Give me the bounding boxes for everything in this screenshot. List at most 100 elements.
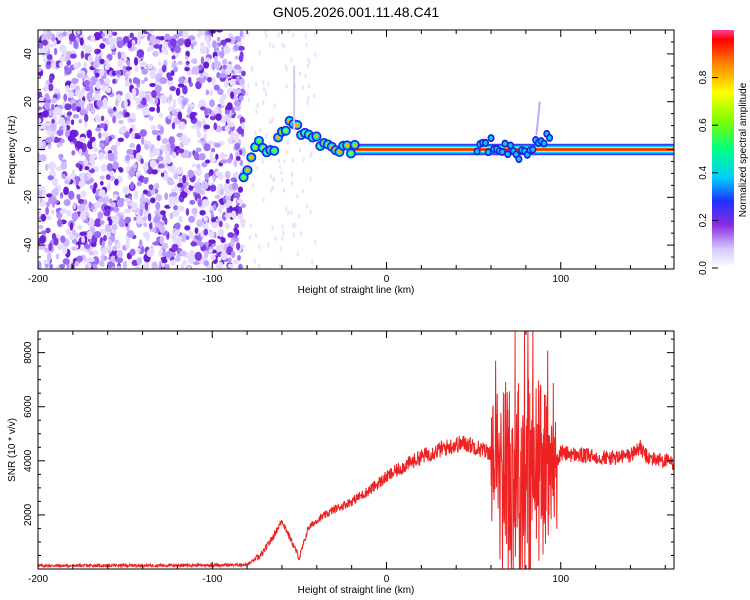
noise-blob — [64, 103, 72, 111]
noise-blob — [38, 112, 46, 118]
noise-blob — [100, 254, 105, 263]
noise-blob — [49, 195, 57, 204]
snr-ticks: -200 -100 0 100 2000 4000 6000 8000 — [23, 331, 674, 585]
noise-blob — [46, 60, 52, 66]
noise-blob — [292, 232, 295, 238]
noise-blob — [160, 94, 167, 102]
noise-blob — [218, 97, 224, 104]
noise-blob — [169, 86, 176, 92]
noise-blob — [216, 244, 220, 253]
noise-blob — [168, 198, 173, 208]
noise-blob — [207, 76, 213, 83]
noise-blob — [210, 254, 216, 261]
noise-blob — [124, 132, 130, 139]
noise-blob — [112, 78, 116, 84]
noise-blob — [111, 51, 116, 56]
noise-blob — [136, 49, 145, 58]
noise-blob — [285, 83, 288, 89]
x-tick-label: -100 — [202, 274, 222, 285]
noise-blob — [184, 67, 190, 72]
noise-blob — [262, 100, 265, 106]
noise-blob — [136, 31, 145, 37]
noise-blob — [158, 223, 163, 231]
noise-blob — [71, 212, 79, 221]
noise-blob — [190, 241, 198, 247]
noise-blob — [153, 39, 161, 45]
noise-blob — [96, 99, 104, 108]
noise-blob — [188, 215, 196, 223]
noise-blob — [203, 260, 210, 267]
noise-blob — [53, 88, 61, 94]
noise-blob — [216, 30, 223, 33]
noise-blob — [158, 60, 162, 67]
signal-blob — [352, 142, 357, 147]
noise-blob — [231, 107, 235, 114]
noise-blob — [77, 198, 84, 204]
noise-blob — [142, 176, 149, 184]
noise-blob — [45, 206, 50, 216]
noise-blob — [253, 258, 256, 264]
noise-blob — [122, 260, 128, 269]
noise-blob — [155, 193, 163, 202]
noise-blob — [161, 258, 168, 264]
noise-blob — [116, 36, 123, 41]
noise-blob — [39, 154, 47, 162]
noise-blob — [75, 232, 79, 239]
noise-blob — [91, 141, 97, 149]
y-tick-label: 2000 — [23, 503, 34, 526]
noise-blob — [79, 231, 87, 236]
noise-blob — [106, 182, 111, 191]
y-tick-label: -40 — [23, 237, 34, 252]
noise-blob — [74, 260, 80, 267]
noise-blob — [307, 63, 310, 69]
noise-blob — [220, 153, 228, 158]
noise-blob — [87, 230, 93, 240]
noise-blob — [130, 130, 135, 140]
noise-blob — [174, 45, 181, 54]
colorbar-tick-label: 0.2 — [698, 213, 709, 227]
noise-blob — [173, 34, 180, 40]
noise-blob — [299, 231, 303, 237]
noise-blob — [227, 232, 235, 238]
noise-blob — [56, 244, 64, 251]
noise-blob — [136, 181, 143, 187]
noise-blob — [59, 61, 63, 69]
noise-blob — [86, 104, 91, 111]
noise-blob — [94, 218, 102, 228]
noise-blob — [115, 140, 121, 146]
noise-blob — [110, 201, 116, 209]
noise-blob — [120, 197, 125, 203]
noise-blob — [210, 147, 216, 153]
noise-blob — [262, 86, 266, 92]
noise-blob — [75, 162, 81, 168]
signal-blob — [530, 147, 535, 152]
noise-blob — [100, 246, 108, 255]
noise-blob — [173, 205, 179, 211]
noise-blob — [169, 93, 173, 102]
noise-blob — [208, 239, 216, 244]
noise-blob — [267, 242, 270, 248]
noise-blob — [39, 235, 46, 244]
noise-blob — [114, 215, 120, 225]
noise-blob — [213, 60, 222, 70]
noise-blob — [277, 32, 280, 38]
noise-blob — [199, 241, 204, 247]
noise-blob — [79, 37, 84, 46]
noise-blob — [251, 67, 254, 73]
noise-blob — [267, 81, 270, 87]
noise-blob — [314, 239, 317, 245]
noise-blob — [247, 97, 250, 103]
noise-blob — [298, 71, 302, 77]
noise-blob — [94, 201, 102, 209]
noise-blob — [59, 263, 66, 269]
y-tick-label: 8000 — [23, 341, 34, 364]
noise-blob — [218, 229, 224, 237]
colorbar-tick-label: 0.0 — [698, 261, 709, 275]
signal-blob — [272, 148, 277, 153]
noise-blob — [224, 124, 230, 132]
noise-blob — [126, 230, 135, 238]
noise-blob — [192, 261, 200, 266]
faint-streak — [535, 101, 541, 136]
noise-blob — [255, 165, 258, 171]
